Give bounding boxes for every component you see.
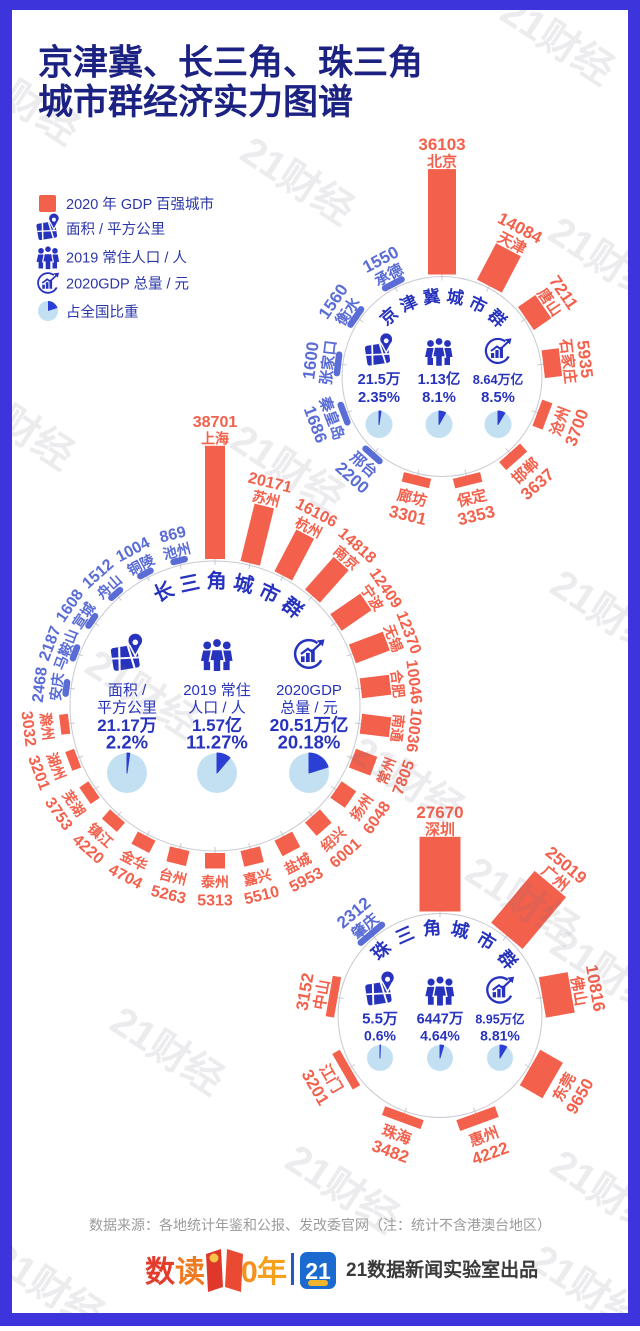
svg-text:36103: 36103 xyxy=(418,135,465,154)
svg-text:安庆: 安庆 xyxy=(47,672,66,702)
svg-text:总量 / 元: 总量 / 元 xyxy=(280,700,338,717)
svg-text:人口 / 人: 人口 / 人 xyxy=(188,700,246,717)
svg-text:20.51万亿: 20.51万亿 xyxy=(270,715,349,735)
svg-text:苏州: 苏州 xyxy=(251,488,282,510)
svg-text:5313: 5313 xyxy=(197,893,233,910)
svg-text:5935: 5935 xyxy=(573,339,596,379)
svg-text:27670: 27670 xyxy=(416,803,463,822)
svg-text:京津冀、长三角、珠三角: 京津冀、长三角、珠三角 xyxy=(38,43,423,83)
svg-text:6447万: 6447万 xyxy=(417,1011,464,1028)
svg-text:佛山: 佛山 xyxy=(567,974,590,1008)
svg-text:张家口: 张家口 xyxy=(317,339,340,386)
svg-text:21.5万: 21.5万 xyxy=(358,371,401,388)
svg-text:南通: 南通 xyxy=(388,713,407,743)
svg-text:上海: 上海 xyxy=(201,430,229,446)
svg-text:中山: 中山 xyxy=(310,978,333,1011)
svg-text:津: 津 xyxy=(397,291,421,316)
svg-text:石家庄: 石家庄 xyxy=(556,337,579,385)
svg-text:年: 年 xyxy=(257,1256,287,1289)
svg-text:2.2%: 2.2% xyxy=(106,732,148,753)
svg-text:8.64万亿: 8.64万亿 xyxy=(473,372,524,387)
svg-text:面积 / 平方公里: 面积 / 平方公里 xyxy=(66,221,165,238)
svg-text:11.27%: 11.27% xyxy=(186,732,248,753)
svg-text:21数据新闻实验室出品: 21数据新闻实验室出品 xyxy=(346,1258,538,1281)
svg-text:深圳: 深圳 xyxy=(425,820,455,838)
svg-text:滁州: 滁州 xyxy=(37,712,56,742)
svg-text:38701: 38701 xyxy=(193,414,238,431)
svg-text:角: 角 xyxy=(422,917,442,940)
svg-text:数: 数 xyxy=(145,1256,176,1289)
svg-text:面积 /: 面积 / xyxy=(108,682,147,699)
svg-text:合肥: 合肥 xyxy=(388,669,407,699)
svg-text:占全国比重: 占全国比重 xyxy=(66,303,139,321)
svg-text:平方公里: 平方公里 xyxy=(97,700,157,717)
svg-text:869: 869 xyxy=(158,524,188,547)
svg-text:1.57亿: 1.57亿 xyxy=(192,715,242,735)
svg-text:2019 常住: 2019 常住 xyxy=(183,682,251,699)
svg-text:0.6%: 0.6% xyxy=(364,1028,396,1044)
svg-text:20.18%: 20.18% xyxy=(278,732,341,753)
svg-text:2020GDP 总量 / 元: 2020GDP 总量 / 元 xyxy=(66,276,189,293)
svg-text:角: 角 xyxy=(206,569,226,593)
svg-text:数据来源：各地统计年鉴和公报、发改委官网（注：统计不含港澳台: 数据来源：各地统计年鉴和公报、发改委官网（注：统计不含港澳台地区） xyxy=(89,1217,551,1233)
svg-text:5.5万: 5.5万 xyxy=(362,1011,398,1028)
svg-text:城: 城 xyxy=(449,918,471,943)
svg-text:2020 年 GDP 百强城市: 2020 年 GDP 百强城市 xyxy=(66,196,214,213)
svg-text:3032: 3032 xyxy=(17,710,38,747)
svg-text:城: 城 xyxy=(445,287,465,309)
svg-text:池州: 池州 xyxy=(161,540,192,562)
svg-text:10046: 10046 xyxy=(402,659,424,705)
svg-text:2019 常住人口 / 人: 2019 常住人口 / 人 xyxy=(66,250,187,267)
svg-text:2.35%: 2.35% xyxy=(358,390,400,406)
svg-text:8.81%: 8.81% xyxy=(480,1028,520,1044)
svg-text:北京: 北京 xyxy=(427,153,457,171)
svg-text:读: 读 xyxy=(175,1256,205,1289)
svg-text:城市群经济实力图谱: 城市群经济实力图谱 xyxy=(38,83,353,122)
svg-text:4.64%: 4.64% xyxy=(420,1028,460,1044)
svg-text:21: 21 xyxy=(305,1258,331,1284)
svg-text:冀: 冀 xyxy=(422,286,441,308)
svg-text:21.17万: 21.17万 xyxy=(97,716,157,735)
svg-text:1600: 1600 xyxy=(299,341,322,381)
svg-text:2020GDP: 2020GDP xyxy=(276,682,342,699)
svg-text:8.1%: 8.1% xyxy=(422,390,456,406)
svg-text:台州: 台州 xyxy=(157,866,188,888)
svg-text:8.5%: 8.5% xyxy=(481,390,515,406)
svg-text:1.13亿: 1.13亿 xyxy=(418,370,461,388)
svg-text:嘉兴: 嘉兴 xyxy=(241,866,273,888)
svg-text:2468: 2468 xyxy=(30,666,51,703)
svg-text:泰州: 泰州 xyxy=(200,874,229,890)
svg-text:0: 0 xyxy=(241,1256,258,1289)
svg-text:10036: 10036 xyxy=(402,707,424,753)
svg-text:8.95万亿: 8.95万亿 xyxy=(475,1012,524,1027)
svg-text:三: 三 xyxy=(178,571,202,597)
